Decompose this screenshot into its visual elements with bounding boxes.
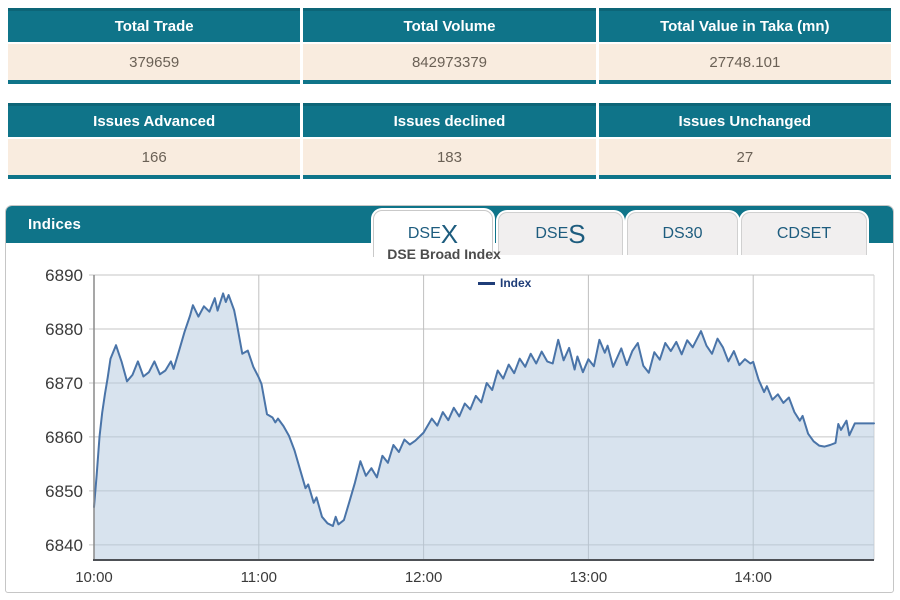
tab-cdset-label: CDSET <box>776 225 832 242</box>
issues-declined-value: 183 <box>303 139 596 179</box>
legend-line-swatch <box>478 281 495 285</box>
totals-header-row: Total Trade Total Volume Total Value in … <box>8 8 891 42</box>
col-header-issues-advanced: Issues Advanced <box>8 103 301 137</box>
totals-table: Total Trade Total Volume Total Value in … <box>5 6 894 86</box>
total-trade-value: 379659 <box>8 44 301 84</box>
total-value-taka: 27748.101 <box>598 44 891 84</box>
chart-legend: Index <box>478 276 531 290</box>
y-tick-label: 6850 <box>45 482 83 501</box>
col-header-total-trade: Total Trade <box>8 8 301 42</box>
indices-panel: Indices DSE X DSE S DS30 CDSET DSE Broad I… <box>5 205 894 593</box>
issues-header-row: Issues Advanced Issues declined Issues U… <box>8 103 891 137</box>
issues-table: Issues Advanced Issues declined Issues U… <box>5 101 894 181</box>
index-area-fill <box>94 293 874 560</box>
tab-dses-label: DSE <box>535 225 569 242</box>
x-tick-label: 11:00 <box>241 569 277 586</box>
indices-section-title: Indices <box>28 216 82 233</box>
y-tick-label: 6840 <box>45 536 83 555</box>
chart-title: DSE Broad Index <box>387 246 501 262</box>
tab-ds30[interactable]: DS30 <box>627 212 738 255</box>
index-line <box>93 292 875 527</box>
col-header-total-volume: Total Volume <box>303 8 596 42</box>
y-tick-label: 6860 <box>45 428 83 447</box>
issues-value-row: 166 183 27 <box>8 139 891 179</box>
x-tick-label: 13:00 <box>570 569 608 586</box>
x-tick-label: 10:00 <box>75 569 113 586</box>
legend-series-label: Index <box>500 276 532 290</box>
tab-dsex-label: DSE <box>407 225 441 242</box>
issues-unchanged-value: 27 <box>598 139 891 179</box>
index-area-chart: 6890 6880 6870 6860 6850 6840 10:00 11:00 12:00 1… <box>45 266 875 586</box>
col-header-issues-unchanged: Issues Unchanged <box>598 103 891 137</box>
total-volume-value: 842973379 <box>303 44 596 84</box>
y-tick-label: 6870 <box>45 374 83 393</box>
totals-value-row: 379659 842973379 27748.101 <box>8 44 891 84</box>
tab-cdset[interactable]: CDSET <box>741 212 867 255</box>
tab-dses[interactable]: DSE S <box>498 212 623 255</box>
y-tick-label: 6880 <box>45 320 83 339</box>
x-tick-label: 14:00 <box>734 569 772 586</box>
col-header-total-value: Total Value in Taka (mn) <box>598 8 891 42</box>
y-tick-label: 6890 <box>45 266 83 285</box>
col-header-issues-declined: Issues declined <box>303 103 596 137</box>
tab-ds30-label: DS30 <box>662 225 703 242</box>
tab-dsex[interactable]: DSE X <box>373 210 493 257</box>
issues-advanced-value: 166 <box>8 139 301 179</box>
x-tick-label: 12:00 <box>405 569 443 586</box>
